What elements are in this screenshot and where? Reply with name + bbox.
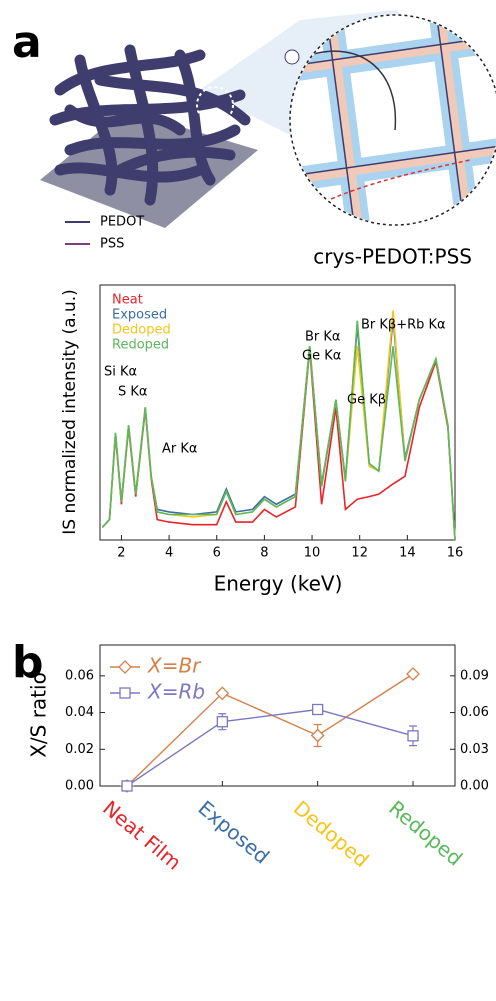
x-tick-label: Neat Film — [98, 796, 186, 875]
series-line — [126, 708, 414, 787]
y-tick-label: 0.04 — [65, 705, 94, 720]
spectrum-line — [101, 320, 456, 541]
x-tick-label: 16 — [447, 546, 464, 561]
legend-label: Redoped — [112, 338, 169, 353]
y-axis-label: X/S ratio — [27, 672, 51, 758]
illustration — [40, 10, 496, 228]
x-tick-label: 4 — [165, 546, 173, 561]
peak-annotation: S Kα — [118, 385, 147, 400]
legend-label: Neat — [112, 293, 143, 308]
marker — [215, 686, 230, 701]
peak-annotation: Ar Kα — [162, 442, 197, 457]
marker — [119, 687, 131, 699]
x-tick-label: 10 — [304, 546, 321, 561]
legend-label: Exposed — [112, 308, 167, 323]
marker — [216, 716, 228, 728]
y-tick-label: 0.00 — [65, 779, 94, 794]
fibers — [49, 44, 251, 206]
spectrum-line — [101, 348, 456, 541]
plot-frame — [99, 644, 456, 787]
y2-tick-label: 0.06 — [460, 705, 489, 720]
peak-annotation: Br Kα — [305, 330, 341, 345]
y2-tick-label: 0.03 — [460, 742, 489, 757]
x-tick-label: 8 — [260, 546, 268, 561]
marker — [310, 728, 325, 743]
marker — [406, 667, 420, 681]
legend-label: PEDOT — [100, 215, 144, 230]
panel-label: a — [12, 17, 42, 68]
x-tick-label: 12 — [351, 546, 368, 561]
legend-label: Dedoped — [112, 323, 171, 338]
y2-tick-label: 0.00 — [460, 779, 489, 794]
x-tick-label: Dedoped — [289, 796, 374, 872]
legend-label: X=Rb — [147, 680, 205, 704]
legend-label: X=Br — [147, 654, 202, 678]
x-tick-label: 6 — [213, 546, 221, 561]
x-tick-label: 2 — [117, 546, 125, 561]
plot-frame — [99, 284, 456, 541]
charge — [284, 49, 300, 65]
zoom-spot — [196, 86, 234, 124]
peak-annotation: Br Kβ+Rb Kα — [361, 318, 446, 333]
x-tick-label: Redoped — [384, 796, 467, 871]
x-tick-label: 14 — [399, 546, 416, 561]
series-line — [126, 673, 414, 787]
marker — [312, 703, 324, 716]
peak-annotation: Ge Kβ — [347, 393, 386, 408]
zoom-lattice — [291, 16, 496, 224]
marker — [121, 780, 133, 792]
chart-title: crys-PEDOT:PSS — [313, 245, 472, 269]
marker — [118, 660, 132, 674]
y-axis-label: IS normalized intensity (a.u.) — [60, 289, 80, 534]
peak-annotation: Si Kα — [104, 365, 137, 380]
peak-annotation: Ge Kα — [302, 349, 341, 364]
y-tick-label: 0.02 — [65, 742, 94, 757]
marker — [407, 730, 419, 742]
x-tick-label: Exposed — [194, 796, 274, 869]
legend-label: PSS — [100, 237, 124, 252]
y2-tick-label: 0.09 — [460, 668, 489, 683]
y-tick-label: 0.06 — [65, 668, 94, 683]
x-axis-label: Energy (keV) — [214, 572, 343, 596]
panel-label: b — [12, 637, 44, 688]
